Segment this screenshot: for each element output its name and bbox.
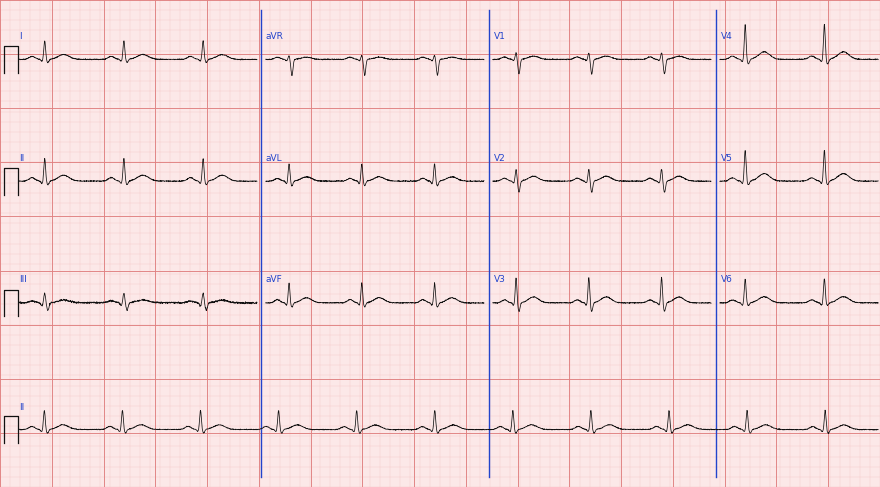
- Text: II: II: [19, 154, 25, 163]
- Text: aVF: aVF: [266, 276, 282, 284]
- Text: I: I: [19, 32, 22, 41]
- Text: V6: V6: [721, 276, 732, 284]
- Text: II: II: [19, 404, 25, 412]
- Text: aVR: aVR: [266, 32, 283, 41]
- Text: III: III: [19, 276, 27, 284]
- Text: V2: V2: [494, 154, 505, 163]
- Text: aVL: aVL: [266, 154, 282, 163]
- Text: V4: V4: [721, 32, 732, 41]
- Text: V5: V5: [721, 154, 732, 163]
- Text: V3: V3: [494, 276, 505, 284]
- Text: V1: V1: [494, 32, 505, 41]
